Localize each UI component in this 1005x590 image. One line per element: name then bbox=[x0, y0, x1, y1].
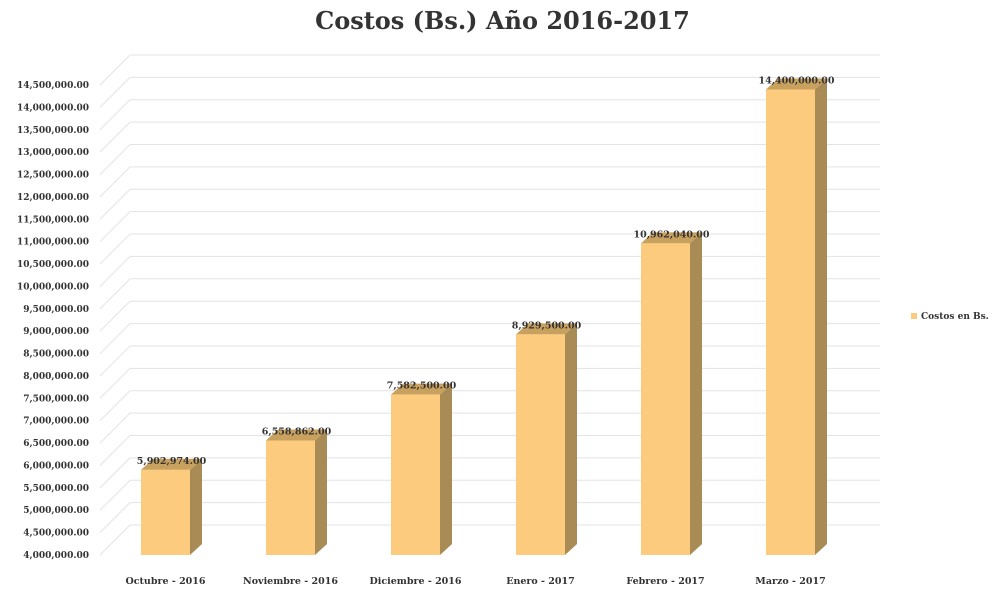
y-tick-label: 9,000,000.00 bbox=[23, 327, 89, 337]
gridline-depth bbox=[99, 323, 131, 354]
bar-front bbox=[266, 440, 315, 555]
data-label: 14,400,000.00 bbox=[758, 75, 834, 86]
data-label: 7,582,500.00 bbox=[387, 381, 457, 392]
gridline-depth bbox=[99, 524, 131, 556]
data-label: 10,962,040.00 bbox=[633, 229, 709, 240]
y-tick-label: 6,000,000.00 bbox=[23, 461, 89, 471]
gridline-depth bbox=[99, 99, 131, 131]
x-category-label: Noviembre - 2016 bbox=[243, 576, 338, 587]
bar bbox=[391, 383, 452, 555]
y-tick-label: 7,500,000.00 bbox=[23, 394, 89, 404]
y-tick-label: 7,000,000.00 bbox=[23, 417, 89, 427]
data-label: 6,558,862.00 bbox=[262, 426, 332, 437]
gridline-depth bbox=[99, 144, 131, 175]
gridline-depth bbox=[99, 390, 131, 422]
bar bbox=[641, 232, 702, 555]
gridline-depth bbox=[99, 412, 131, 444]
bar-front bbox=[141, 469, 190, 555]
bar-front bbox=[766, 89, 815, 555]
x-axis-category-labels: Octubre - 2016 Noviembre - 2016 Diciembre … bbox=[125, 576, 825, 587]
x-category-label: Enero - 2017 bbox=[506, 576, 575, 587]
chart-title: Costos (Bs.) Año 2016-2017 bbox=[315, 6, 690, 35]
gridline-depth bbox=[99, 457, 131, 489]
gridline-depth bbox=[99, 54, 131, 86]
data-label: 5,902,974.00 bbox=[137, 456, 207, 467]
y-tick-label: 10,500,000.00 bbox=[17, 260, 89, 270]
y-tick-label: 8,000,000.00 bbox=[23, 372, 89, 382]
bars bbox=[141, 78, 827, 555]
gridline-depth bbox=[99, 166, 131, 198]
bar-side bbox=[190, 458, 202, 555]
y-tick-label: 14,500,000.00 bbox=[17, 81, 89, 91]
gridline-depth bbox=[99, 300, 131, 332]
bar bbox=[516, 323, 577, 555]
data-label: 8,929,500.00 bbox=[512, 320, 582, 331]
gridline-depth bbox=[99, 345, 131, 377]
bar-front bbox=[391, 394, 440, 555]
gridline-depth bbox=[99, 278, 131, 310]
x-category-label: Marzo - 2017 bbox=[755, 576, 825, 587]
gridline-depth bbox=[99, 256, 131, 287]
y-tick-label: 11,000,000.00 bbox=[17, 238, 89, 248]
bar-front bbox=[516, 334, 565, 555]
bar-top bbox=[516, 323, 577, 335]
gridline-depth bbox=[99, 233, 131, 265]
bar-front bbox=[641, 243, 690, 555]
y-tick-label: 13,500,000.00 bbox=[17, 126, 89, 136]
bar-top bbox=[766, 78, 827, 90]
gridline-depth bbox=[99, 502, 131, 533]
gridline-depth bbox=[99, 188, 131, 220]
bar-side bbox=[440, 383, 452, 555]
bar-side bbox=[315, 429, 327, 555]
y-tick-label: 12,000,000.00 bbox=[17, 193, 89, 203]
x-category-label: Diciembre - 2016 bbox=[369, 576, 461, 587]
bar-top bbox=[266, 429, 327, 441]
x-category-label: Febrero - 2017 bbox=[626, 576, 704, 587]
y-tick-label: 5,000,000.00 bbox=[23, 506, 89, 516]
y-tick-label: 5,500,000.00 bbox=[23, 484, 89, 494]
gridline-depth bbox=[99, 367, 131, 399]
y-tick-label: 12,500,000.00 bbox=[17, 171, 89, 181]
bar bbox=[266, 429, 327, 555]
y-tick-label: 13,000,000.00 bbox=[17, 148, 89, 158]
legend-label: Costos en Bs. bbox=[921, 312, 989, 322]
bar-top bbox=[641, 232, 702, 244]
bar bbox=[141, 458, 202, 555]
y-tick-label: 9,500,000.00 bbox=[23, 305, 89, 315]
bar-side bbox=[690, 232, 702, 555]
y-axis-tick-labels: 4,000,000.00 4,500,000.00 5,000,000.00 5,50… bbox=[17, 81, 89, 561]
gridline-depth bbox=[99, 77, 131, 108]
y-tick-label: 6,500,000.00 bbox=[23, 439, 89, 449]
bar-side bbox=[565, 323, 577, 555]
data-labels: 5,902,974.00 6,558,862.00 7,582,500.00 8,92… bbox=[137, 75, 835, 466]
y-tick-label: 14,000,000.00 bbox=[17, 103, 89, 113]
x-category-label: Octubre - 2016 bbox=[125, 576, 205, 587]
legend-swatch bbox=[911, 313, 917, 319]
y-tick-label: 4,500,000.00 bbox=[23, 529, 89, 539]
gridline-depth bbox=[99, 121, 131, 153]
bar-top bbox=[391, 383, 452, 395]
y-tick-label: 4,000,000.00 bbox=[23, 551, 89, 561]
legend: Costos en Bs. bbox=[911, 312, 989, 322]
bar bbox=[766, 78, 827, 555]
gridlines bbox=[99, 54, 880, 556]
gridline-depth bbox=[99, 435, 131, 466]
bar-side bbox=[815, 78, 827, 555]
y-tick-label: 11,500,000.00 bbox=[17, 215, 89, 225]
y-tick-label: 10,000,000.00 bbox=[17, 282, 89, 292]
gridline-depth bbox=[99, 211, 131, 243]
y-tick-label: 8,500,000.00 bbox=[23, 350, 89, 360]
gridline-depth bbox=[99, 479, 131, 511]
bar-top bbox=[141, 458, 202, 470]
